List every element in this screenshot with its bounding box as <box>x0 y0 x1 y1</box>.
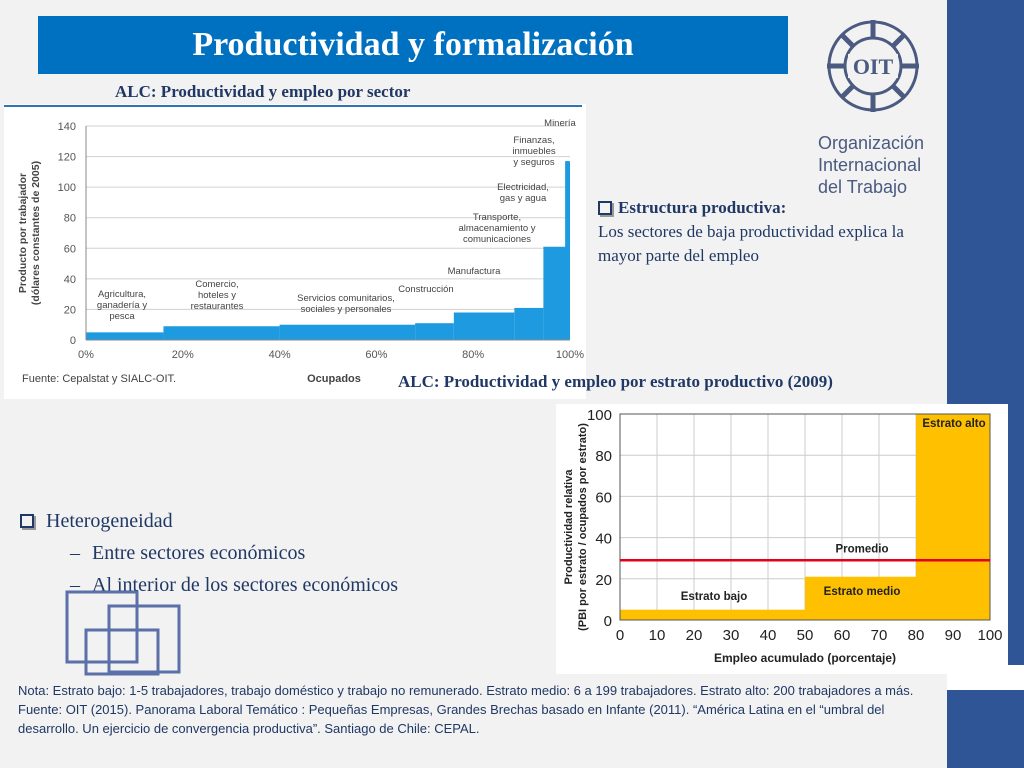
bar <box>514 307 544 340</box>
org-line: Internacional <box>818 155 922 175</box>
y-tick-label: 60 <box>64 243 76 255</box>
estructura-heading: Estructura productiva: <box>618 198 787 217</box>
hetero-item: Al interior de los sectores económicos <box>92 574 399 596</box>
y-tick-label: 40 <box>64 274 76 286</box>
x-tick-label: 80% <box>462 349 484 361</box>
segment-label: Estrato medio <box>824 586 901 598</box>
segment-label: Manufactura <box>448 266 502 277</box>
logo-text: OIT <box>853 54 894 79</box>
y-axis-label: Producto por trabajador(dólares constant… <box>17 161 42 305</box>
x-axis-label: Ocupados <box>307 373 361 385</box>
segment-label: Construcción <box>398 284 453 295</box>
x-tick-label: 20 <box>686 627 703 644</box>
bar <box>415 323 454 340</box>
bar <box>916 414 990 620</box>
segment-label: Estrato bajo <box>681 591 747 603</box>
oit-logo: OIT <box>827 20 919 112</box>
y-tick-label: 80 <box>595 448 612 465</box>
segment-label: Finanzas, inmuebles y seguros <box>512 135 556 168</box>
heterogeneidad-block: Heterogeneidad – Entre sectores económico… <box>20 505 398 601</box>
segment-label: Electricidad, gas y agua <box>497 182 549 204</box>
dash-icon: – <box>70 574 80 596</box>
y-tick-label: 0 <box>604 613 612 630</box>
bullet-box-icon <box>598 201 612 215</box>
x-tick-label: 90 <box>945 627 962 644</box>
segment-label: Servicios comunitarios, sociales y person… <box>297 293 395 315</box>
y-tick-label: 100 <box>58 182 76 194</box>
chart2-title: ALC: Productividad y empleo por estrato … <box>398 372 833 391</box>
x-tick-label: 30 <box>723 627 740 644</box>
chart-productividad-estrato: 0 20 40 60 80 100 0 10 20 30 40 50 60 70 80 90 100 Promed… <box>556 404 1008 674</box>
estructura-block: Estructura productiva: Los sectores de b… <box>598 196 928 268</box>
segment-label: Transporte, almacenamiento y comunicacione… <box>458 212 535 245</box>
y-tick-label: 120 <box>58 152 76 164</box>
slide-title: Productividad y formalización <box>38 16 788 74</box>
footnote: Nota: Estrato bajo: 1-5 trabajadores, tr… <box>18 681 933 738</box>
x-tick-label: 20% <box>172 349 194 361</box>
bar <box>279 324 416 340</box>
x-tick-label: 0 <box>616 627 624 644</box>
bar <box>566 161 570 340</box>
dash-icon: – <box>70 542 80 564</box>
bar <box>620 609 805 620</box>
y-tick-label: 80 <box>64 213 76 225</box>
y-tick-label: 40 <box>595 531 612 548</box>
x-tick-label: 10 <box>649 627 666 644</box>
segment-label: Comercio, hoteles y restaurantes <box>191 279 244 312</box>
bullet-box-icon <box>20 514 34 528</box>
source-line: Fuente: OIT (2015). Panorama Laboral Tem… <box>18 702 885 736</box>
segment-label: Minería <box>544 118 576 129</box>
x-tick-label: 80 <box>908 627 925 644</box>
segment-label: Estrato alto <box>922 418 985 430</box>
x-tick-label: 60 <box>834 627 851 644</box>
hetero-item: Entre sectores económicos <box>92 542 306 564</box>
source-label: Fuente: Cepalstat y SIALC-OIT. <box>22 373 176 385</box>
x-tick-label: 100 <box>977 627 1002 644</box>
x-tick-label: 40 <box>760 627 777 644</box>
x-tick-label: 50 <box>797 627 814 644</box>
plot-frame <box>619 413 991 621</box>
bar <box>163 326 280 340</box>
y-tick-label: 60 <box>595 489 612 506</box>
y-tick-label: 20 <box>595 572 612 589</box>
average-label: Promedio <box>835 543 888 555</box>
estructura-body: Los sectores de baja productividad expli… <box>598 222 904 265</box>
decorative-squares <box>65 590 181 676</box>
segment-label: Agricultura, ganadería y pesca <box>97 289 147 322</box>
y-tick-label: 0 <box>70 335 76 347</box>
bar <box>453 312 515 340</box>
hetero-heading: Heterogeneidad <box>46 510 173 532</box>
bar <box>805 576 916 620</box>
x-tick-label: 70 <box>871 627 888 644</box>
bar <box>543 246 567 340</box>
x-tick-label: 100% <box>556 349 584 361</box>
y-tick-label: 140 <box>58 121 76 133</box>
chart-productividad-sector: 0 20 40 60 80 100 120 140 0% 20% 40% 60% 80% 100% Agri… <box>4 104 586 399</box>
note-line: Nota: Estrato bajo: 1-5 trabajadores, tr… <box>18 683 914 698</box>
org-line: del Trabajo <box>818 177 908 197</box>
org-name: Organización Internacional del Trabajo <box>818 132 924 198</box>
y-axis-label: Productividad relativa (PBI por estrato /… <box>563 423 589 631</box>
y-tick-label: 20 <box>64 304 76 316</box>
x-tick-label: 40% <box>269 349 291 361</box>
org-line: Organización <box>818 133 925 153</box>
bar <box>86 332 164 340</box>
y-tick-label: 100 <box>587 407 612 424</box>
x-axis-label: Empleo acumulado (porcentaje) <box>714 651 896 665</box>
x-tick-label: 0% <box>78 349 94 361</box>
chart1-title: ALC: Productividad y empleo por sector <box>115 82 411 101</box>
x-tick-label: 60% <box>365 349 387 361</box>
